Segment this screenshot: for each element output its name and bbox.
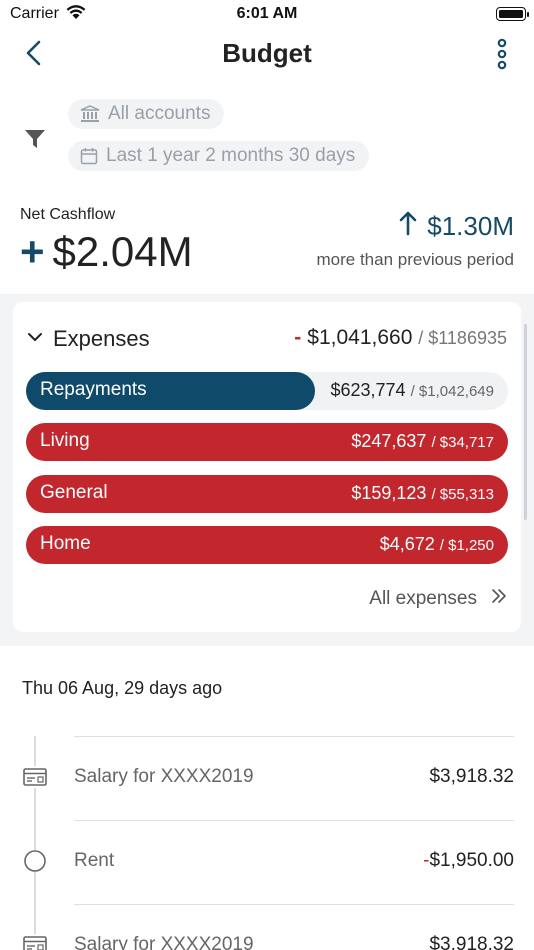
cashflow-delta: $1.30M <box>399 210 514 243</box>
circle-icon <box>22 850 48 872</box>
accounts-filter-label: All accounts <box>108 103 211 124</box>
double-chevron-right-icon <box>491 588 507 610</box>
battery-icon <box>496 7 526 21</box>
cashflow-delta-caption: more than previous period <box>316 250 514 269</box>
arrow-up-icon <box>399 210 417 243</box>
expense-name: Repayments <box>40 379 147 400</box>
expense-name: General <box>40 482 108 503</box>
filter-icon[interactable] <box>24 128 46 155</box>
transactions-date-heading: Thu 06 Aug, 29 days ago <box>22 678 223 698</box>
expense-limit: / $34,717 <box>431 434 494 451</box>
repayments-progress-fill <box>26 372 316 410</box>
expense-amount: $4,672 <box>379 534 435 554</box>
card-icon <box>22 766 48 788</box>
expenses-minus: - <box>294 326 302 349</box>
expense-name: Living <box>40 430 90 451</box>
expense-name: Home <box>40 533 91 554</box>
all-expenses-link[interactable]: All expenses <box>369 588 507 610</box>
more-options-icon[interactable] <box>490 38 514 70</box>
cashflow-amount: $2.04M <box>52 228 193 275</box>
expense-limit: / $1,042,649 <box>410 383 494 400</box>
transaction-amount-value: $3,918.32 <box>429 766 514 787</box>
expenses-header[interactable]: Expenses - $1,041,660 / $1186935 <box>13 322 521 356</box>
transaction-description: Salary for XXXX2019 <box>74 934 254 950</box>
back-chevron-icon[interactable] <box>20 38 50 68</box>
page-title: Budget <box>222 38 312 68</box>
net-cashflow-value: + $2.04M <box>20 228 193 276</box>
transaction-amount-value: $3,918.32 <box>429 934 514 950</box>
transaction-amount: $3,918.32 <box>429 934 514 950</box>
nav-bar: Budget <box>0 30 534 76</box>
transaction-amount: -$1,950.00 <box>423 850 514 872</box>
accounts-filter-chip[interactable]: All accounts <box>68 99 225 129</box>
filters-section: All accounts Last 1 year 2 months 30 day… <box>0 96 534 176</box>
expense-values: $159,123 / $55,313 <box>351 483 494 504</box>
expense-amount: $159,123 <box>351 483 427 503</box>
battery-tip <box>527 12 529 17</box>
status-time: 6:01 AM <box>236 5 298 22</box>
expense-amount: $623,774 <box>330 380 406 400</box>
cashflow-sign: + <box>20 228 45 275</box>
expenses-totals: - $1,041,660 / $1186935 <box>294 326 507 350</box>
expense-amount: $247,637 <box>351 431 427 451</box>
period-filter-label: Last 1 year 2 months 30 days <box>106 145 356 166</box>
expense-bar-home[interactable]: Home $4,672 / $1,250 <box>26 526 508 564</box>
row-divider <box>74 904 514 905</box>
expenses-total-limit: / $1186935 <box>418 328 507 348</box>
transaction-minus: - <box>423 850 430 871</box>
expenses-label: Expenses <box>53 326 150 351</box>
row-divider <box>74 736 514 737</box>
expense-bar-living[interactable]: Living $247,637 / $34,717 <box>26 423 508 461</box>
all-expenses-label: All expenses <box>369 588 477 609</box>
chevron-down-icon[interactable] <box>27 330 43 348</box>
bank-icon <box>80 105 100 123</box>
transaction-description: Rent <box>74 850 115 871</box>
transaction-row[interactable]: Salary for XXXX2019 $3,918.32 <box>0 736 534 820</box>
expense-limit: / $55,313 <box>431 486 494 503</box>
wifi-icon <box>66 4 86 25</box>
expense-bar-general[interactable]: General $159,123 / $55,313 <box>26 475 508 513</box>
transaction-amount-value: $1,950.00 <box>429 850 514 871</box>
period-filter-chip[interactable]: Last 1 year 2 months 30 days <box>68 141 370 171</box>
card-icon <box>22 934 48 950</box>
expense-values: $623,774 / $1,042,649 <box>330 380 494 401</box>
transaction-row[interactable]: Rent -$1,950.00 <box>0 820 534 904</box>
calendar-icon <box>80 147 98 165</box>
transaction-description: Salary for XXXX2019 <box>74 766 254 787</box>
status-bar: Carrier 6:01 AM <box>0 0 534 30</box>
transaction-amount: $3,918.32 <box>429 766 514 788</box>
expense-bar-repayments[interactable]: Repayments $623,774 / $1,042,649 <box>26 372 508 410</box>
expense-values: $4,672 / $1,250 <box>380 534 494 555</box>
card-scrollbar[interactable] <box>524 324 527 520</box>
expense-limit: / $1,250 <box>439 537 494 554</box>
expense-values: $247,637 / $34,717 <box>351 431 494 452</box>
carrier-label: Carrier <box>10 5 59 22</box>
transaction-row[interactable]: Salary for XXXX2019 $3,918.32 <box>0 904 534 950</box>
expenses-card: Expenses - $1,041,660 / $1186935 Repaymen… <box>13 302 527 632</box>
cashflow-delta-value: $1.30M <box>427 211 514 241</box>
row-divider <box>74 820 514 821</box>
timeline-line <box>34 736 36 950</box>
net-cashflow-label: Net Cashflow <box>20 206 116 223</box>
expenses-total: $1,041,660 <box>307 326 413 349</box>
net-cashflow-section: Net Cashflow + $2.04M $1.30M more than pr… <box>0 200 534 290</box>
